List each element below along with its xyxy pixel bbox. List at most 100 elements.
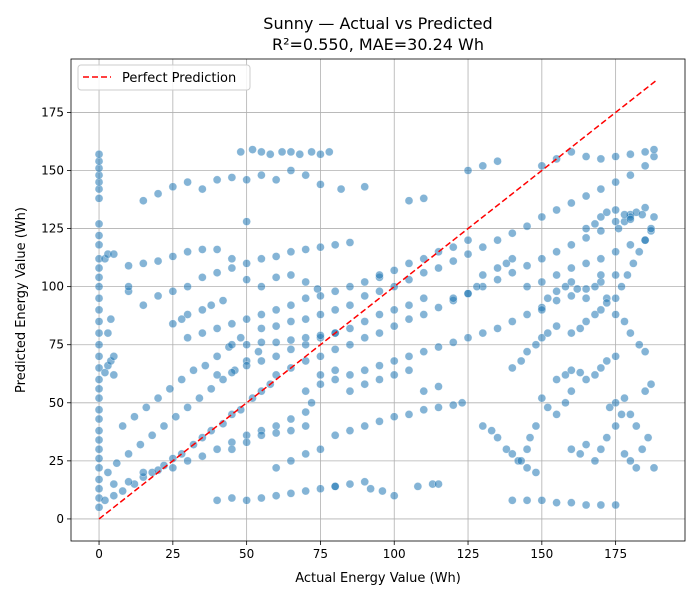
data-point [640,161,650,171]
data-point [552,270,561,280]
data-point [508,449,517,459]
data-point [286,456,296,466]
data-point [198,273,207,282]
data-point [153,256,163,266]
data-point [212,245,222,254]
data-point [575,449,585,459]
data-point [130,412,139,421]
data-point [522,444,532,454]
data-point [478,161,488,171]
chart-title: Sunny — Actual vs Predicted [263,14,492,33]
data-point [153,291,163,301]
y-tick-label: 0 [56,512,64,526]
data-point [201,361,210,370]
data-point [611,247,620,257]
data-point [94,435,104,445]
data-point [212,444,222,454]
data-point [236,333,245,342]
data-point [522,463,532,473]
data-point [611,294,620,303]
data-point [567,386,576,396]
data-point [159,421,169,431]
data-point [375,270,384,280]
data-point [487,426,496,435]
data-point [596,444,606,454]
data-point [271,175,281,185]
data-point [404,366,414,375]
chart-subtitle: R²=0.550, MAE=30.24 Wh [272,35,484,54]
data-point [637,210,647,219]
data-point [632,463,641,473]
data-point [168,319,178,329]
data-point [419,347,429,356]
data-point [360,421,369,431]
data-point [345,386,355,396]
data-point [360,317,369,326]
data-point [242,217,251,226]
data-point [316,484,325,493]
data-point [596,363,606,373]
data-point [567,444,576,454]
data-point [581,152,591,161]
data-point [316,379,325,389]
data-point [389,491,399,500]
data-point [522,282,532,291]
data-point [449,294,458,303]
data-point [124,477,133,487]
data-point [596,184,606,194]
data-point [419,310,429,319]
data-point [360,277,369,287]
data-point [227,173,237,182]
data-point [581,500,591,510]
data-point [567,498,576,507]
data-point [581,294,591,303]
x-tick-label: 150 [530,547,553,561]
data-point [502,444,511,454]
data-point [330,287,340,296]
data-point [552,247,561,257]
data-point [567,263,576,273]
data-point [227,263,237,273]
data-point [493,433,502,442]
x-tick-label: 25 [165,547,180,561]
data-point [457,398,467,408]
data-point [463,289,473,298]
data-point [286,300,296,310]
data-point [449,242,458,252]
data-point [522,261,532,270]
data-point [227,368,237,377]
data-point [360,379,369,389]
data-point [330,240,340,250]
data-point [643,433,653,442]
data-point [330,431,340,440]
data-point [286,147,296,157]
data-point [212,370,222,380]
data-point [330,345,340,354]
data-point [301,386,310,396]
data-point [493,275,502,284]
data-point [195,393,204,403]
data-point [472,282,482,291]
data-point [94,219,104,229]
data-point [434,342,443,352]
data-point [218,375,228,384]
data-point [581,375,591,384]
data-point [567,277,576,287]
data-point [227,444,237,454]
data-point [596,305,606,315]
data-point [626,456,635,466]
data-point [419,405,429,415]
data-point [360,291,369,301]
data-point [620,449,629,459]
data-point [567,240,576,250]
data-point [242,340,251,349]
data-point [493,324,502,333]
data-point [640,235,650,245]
data-point [502,259,511,268]
data-point [617,282,626,291]
data-point [94,384,104,394]
y-tick-label: 150 [41,163,64,177]
data-point [581,284,591,294]
data-point [404,314,414,324]
